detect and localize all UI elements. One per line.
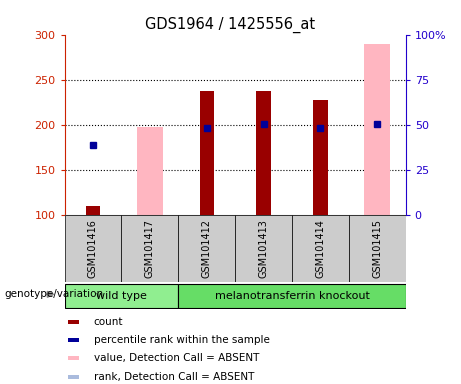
Text: value, Detection Call = ABSENT: value, Detection Call = ABSENT <box>94 353 259 363</box>
Bar <box>235 215 292 282</box>
Bar <box>256 91 271 215</box>
Text: count: count <box>94 317 123 327</box>
Bar <box>178 215 235 282</box>
Bar <box>68 375 79 379</box>
Bar <box>178 283 406 308</box>
Bar <box>200 91 214 215</box>
Text: percentile rank within the sample: percentile rank within the sample <box>94 335 269 345</box>
Bar <box>292 215 349 282</box>
Bar <box>68 320 79 324</box>
Bar <box>365 123 390 215</box>
Bar <box>121 215 178 282</box>
Text: GSM101417: GSM101417 <box>145 219 155 278</box>
Bar <box>137 132 163 215</box>
Bar <box>68 338 79 342</box>
Text: GSM101412: GSM101412 <box>201 219 212 278</box>
Bar <box>86 206 100 215</box>
Text: wild type: wild type <box>96 291 147 301</box>
Text: GSM101416: GSM101416 <box>88 219 98 278</box>
Text: GSM101415: GSM101415 <box>372 219 382 278</box>
Bar <box>68 356 79 360</box>
Bar <box>365 44 390 215</box>
Bar <box>349 215 406 282</box>
Text: melanotransferrin knockout: melanotransferrin knockout <box>214 291 369 301</box>
Bar <box>65 283 178 308</box>
Text: GDS1964 / 1425556_at: GDS1964 / 1425556_at <box>145 17 316 33</box>
Bar <box>65 215 121 282</box>
Text: GSM101414: GSM101414 <box>315 219 325 278</box>
Text: rank, Detection Call = ABSENT: rank, Detection Call = ABSENT <box>94 372 254 382</box>
Text: genotype/variation: genotype/variation <box>5 289 104 300</box>
Bar <box>137 127 163 215</box>
Text: GSM101413: GSM101413 <box>259 219 269 278</box>
Bar <box>313 99 327 215</box>
